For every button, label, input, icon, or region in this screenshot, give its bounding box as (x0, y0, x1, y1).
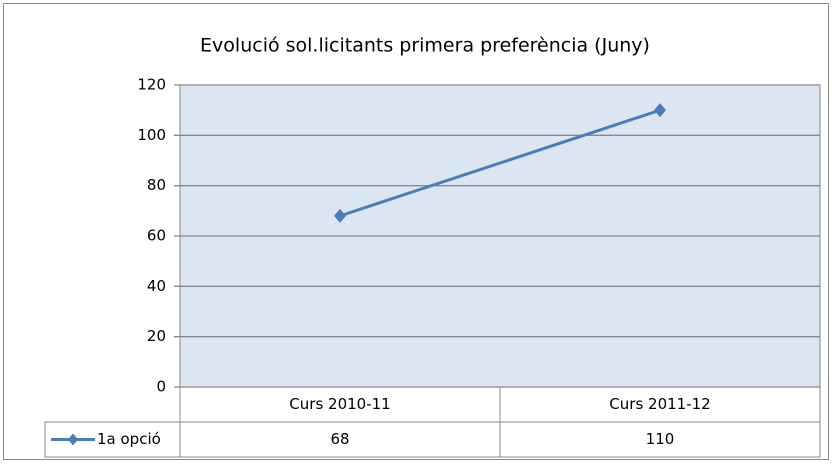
y-tick-label: 80 (147, 176, 166, 194)
chart-title: Evolució sol.licitants primera preferènc… (200, 35, 650, 57)
data-table-value: 68 (330, 430, 349, 448)
line (339, 108, 661, 218)
data-table-value: 110 (646, 430, 675, 448)
y-tick-label: 120 (137, 76, 166, 94)
x-tick-label: Curs 2010-11 (289, 395, 390, 413)
marker (654, 103, 666, 118)
legend-label: 1a opció (97, 430, 161, 448)
data-table-border (44, 421, 821, 458)
legend-marker (68, 433, 78, 446)
y-tick-label: 20 (147, 327, 166, 345)
y-tick-label: 100 (137, 126, 166, 144)
y-tick-label: 40 (147, 277, 166, 295)
y-tick-label: 0 (156, 378, 166, 396)
y-tick-label: 60 (147, 227, 166, 245)
marker (334, 208, 346, 223)
x-tick-label: Curs 2011-12 (609, 395, 710, 413)
